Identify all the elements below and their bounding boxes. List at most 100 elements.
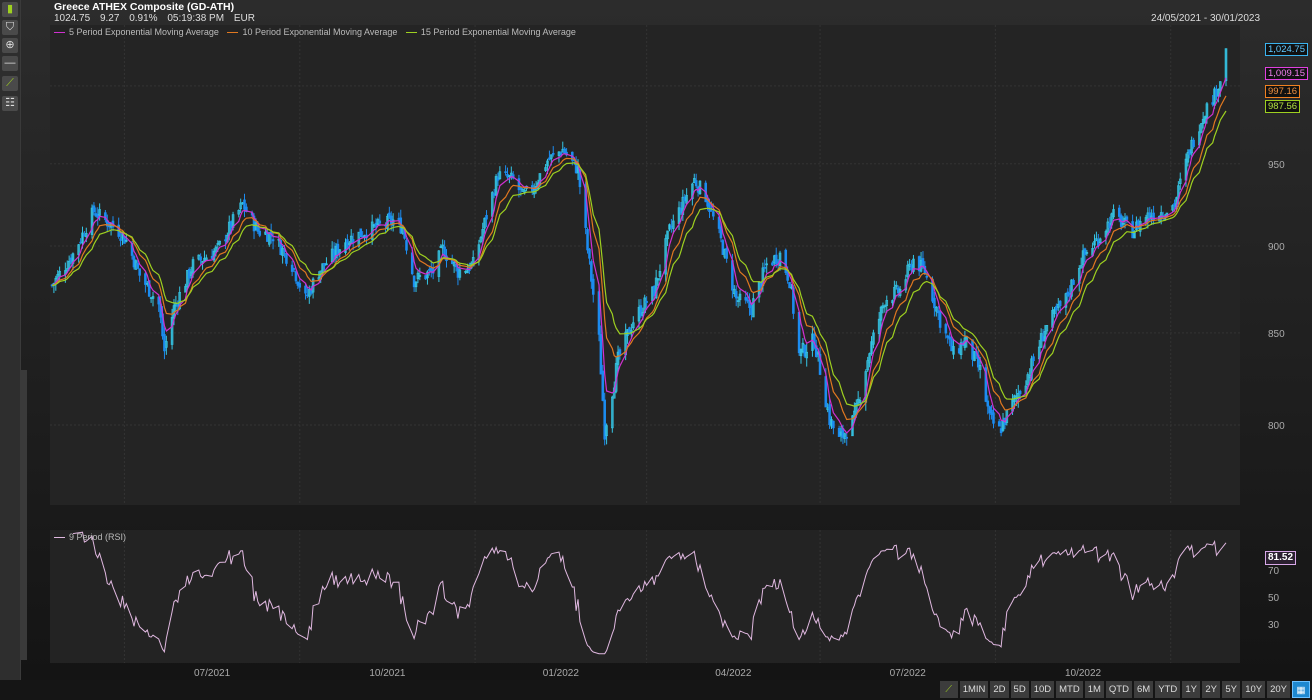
candle-body xyxy=(1171,205,1174,211)
candle-body xyxy=(494,176,498,196)
shield-icon[interactable]: ⛉ xyxy=(2,20,18,35)
candle-body xyxy=(935,306,938,312)
candle-body xyxy=(771,262,774,266)
period-1m[interactable]: 1M xyxy=(1084,681,1104,698)
grid-icon[interactable]: ☷ xyxy=(2,96,18,111)
percent-change: 0.91% xyxy=(129,13,158,24)
rsi-panel xyxy=(50,530,1240,663)
candle-body xyxy=(504,171,507,174)
rsi-value-label: 81.52 xyxy=(1265,551,1297,565)
candle-body xyxy=(1112,209,1115,218)
candle-body xyxy=(1018,390,1022,395)
candle-body xyxy=(950,339,953,352)
bar-chart-icon[interactable]: ▮ xyxy=(2,2,18,17)
candle-body xyxy=(214,246,218,252)
candle-body xyxy=(245,206,248,213)
period-10d[interactable]: 10D xyxy=(1030,681,1055,698)
candle-body xyxy=(298,282,302,288)
draw-tool-icon[interactable]: ⟋ xyxy=(939,681,958,698)
candle-body xyxy=(891,300,894,304)
period-5y[interactable]: 5Y xyxy=(1222,681,1241,698)
period-2d[interactable]: 2D xyxy=(990,681,1009,698)
candle-body xyxy=(391,219,395,226)
candle-body xyxy=(925,275,929,278)
candle-body xyxy=(818,353,822,375)
ema10-price-label: 997.16 xyxy=(1265,85,1301,98)
period-10y[interactable]: 10Y xyxy=(1242,681,1266,698)
candle-body xyxy=(1070,279,1073,297)
candle-body xyxy=(738,293,742,301)
drawing-toolbar: ▮ ⛉ ⊕ — ⟋ ☷ xyxy=(0,0,21,700)
candle-body xyxy=(1030,358,1033,380)
ema5-price-label: 1,009.15 xyxy=(1265,67,1308,80)
candle-body xyxy=(151,296,155,299)
legend-ema10[interactable]: 10 Period Exponential Moving Average xyxy=(227,27,397,37)
candle-body xyxy=(616,351,620,365)
candle-body xyxy=(599,333,603,375)
candle-body xyxy=(885,300,889,306)
price-chart[interactable]: 800 850 900 950 07/2021 10/2021 01/2022 04/2022… xyxy=(0,0,1312,680)
legend-label: 15 Period Exponential Moving Average xyxy=(420,27,576,37)
period-6m[interactable]: 6M xyxy=(1133,681,1154,698)
candle-body xyxy=(454,265,458,268)
last-price: 1024.75 xyxy=(54,13,91,24)
candle-body xyxy=(725,248,728,259)
instrument-title: Greece ATHEX Composite (GD-ATH) xyxy=(54,1,235,13)
candle-body xyxy=(1093,240,1096,246)
candle-body xyxy=(612,387,616,399)
chart-header: Greece ATHEX Composite (GD-ATH) 1024.75 … xyxy=(54,1,262,25)
candle-body xyxy=(258,230,262,236)
period-ytd[interactable]: YTD xyxy=(1155,681,1181,698)
calendar-icon[interactable]: ▦ xyxy=(1292,681,1310,698)
candle-body xyxy=(872,332,875,345)
candle-body xyxy=(123,236,126,244)
period-5d[interactable]: 5D xyxy=(1010,681,1029,698)
candle-body xyxy=(870,341,873,354)
candle-body xyxy=(1131,221,1134,239)
candle-body xyxy=(1037,346,1041,360)
last-price-label: 1,024.75 xyxy=(1265,43,1308,56)
candle-body xyxy=(237,209,241,215)
candle-body xyxy=(481,229,485,239)
candle-body xyxy=(1055,305,1058,311)
candle-body xyxy=(1224,48,1228,82)
trendline-icon[interactable]: ⟋ xyxy=(2,76,18,91)
candle-body xyxy=(1133,230,1136,239)
candle-body xyxy=(1108,222,1112,228)
candle-body xyxy=(805,351,808,359)
candle-body xyxy=(138,268,141,276)
candle-body xyxy=(973,351,976,361)
candle-body xyxy=(479,237,483,243)
candle-body xyxy=(285,252,288,264)
period-1min[interactable]: 1MIN xyxy=(959,681,989,698)
panel-collapse-handle[interactable] xyxy=(21,370,27,660)
horizontal-line-icon[interactable]: — xyxy=(2,56,18,71)
candle-body xyxy=(603,399,606,440)
candle-body xyxy=(1192,139,1195,147)
candle-body xyxy=(1053,309,1056,315)
candle-body xyxy=(1098,238,1102,244)
period-20y[interactable]: 20Y xyxy=(1267,681,1290,698)
candle-body xyxy=(672,220,675,229)
legend-ema15[interactable]: 15 Period Exponential Moving Average xyxy=(405,27,576,37)
crosshair-icon[interactable]: ⊕ xyxy=(2,38,18,53)
period-2y[interactable]: 2Y xyxy=(1202,681,1221,698)
candle-body xyxy=(845,436,849,439)
candle-body xyxy=(721,240,725,255)
candle-body xyxy=(763,267,767,269)
candle-body xyxy=(933,297,936,309)
x-tick-label: 10/2021 xyxy=(369,668,406,679)
candle-body xyxy=(98,209,101,216)
candle-body xyxy=(824,376,828,408)
candle-body xyxy=(868,353,871,364)
rsi-tick-label: 70 xyxy=(1268,566,1280,577)
candle-body xyxy=(883,305,887,308)
candle-body xyxy=(294,271,298,282)
period-qtd[interactable]: QTD xyxy=(1105,681,1132,698)
candle-body xyxy=(1032,356,1035,362)
candle-body xyxy=(784,249,788,273)
candle-body xyxy=(559,152,563,156)
legend-ema5[interactable]: 5 Period Exponential Moving Average xyxy=(54,27,219,37)
period-1y[interactable]: 1Y xyxy=(1182,681,1201,698)
period-mtd[interactable]: MTD xyxy=(1056,681,1083,698)
